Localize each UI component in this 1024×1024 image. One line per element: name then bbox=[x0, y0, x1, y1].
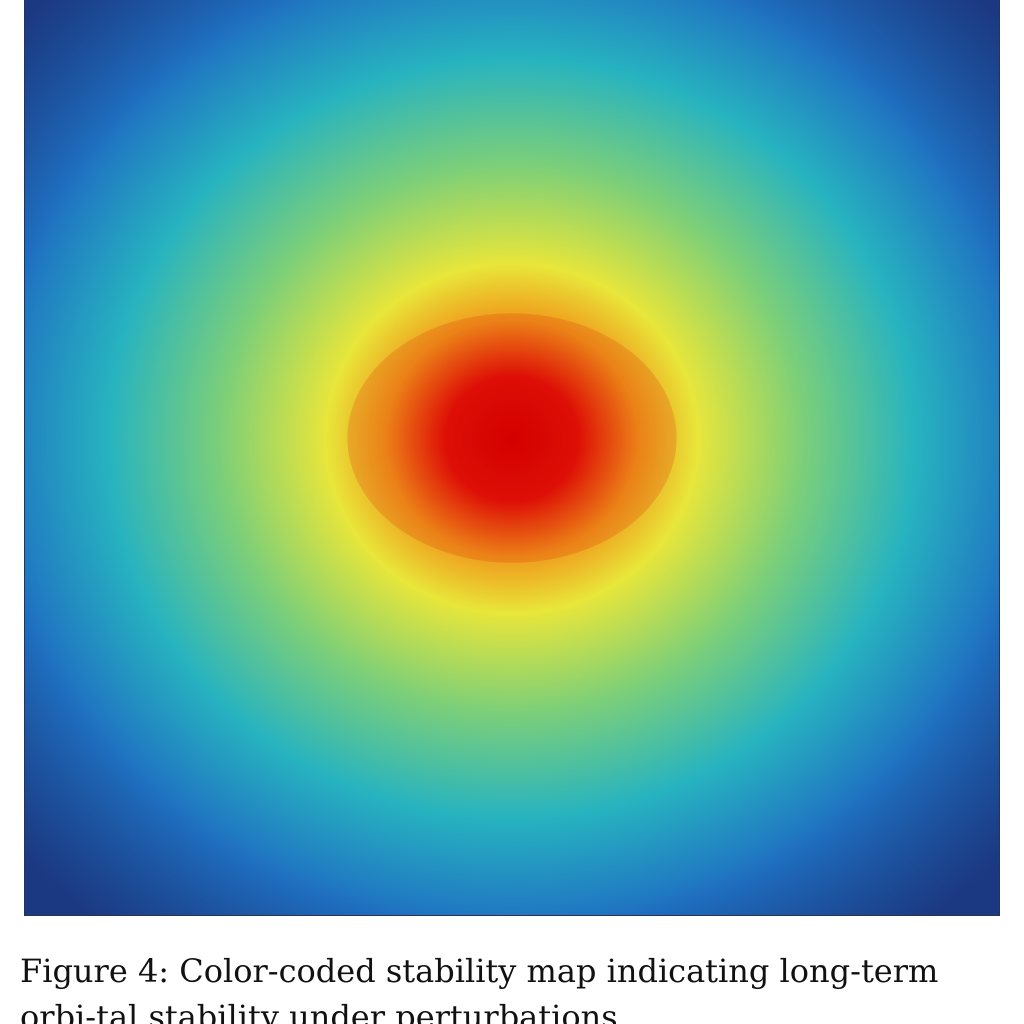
stability-heatmap bbox=[24, 0, 1000, 916]
heatmap-svg bbox=[25, 0, 999, 915]
figure-caption: Figure 4: Color-coded stability map indi… bbox=[20, 948, 1004, 1024]
stability-peak-region bbox=[347, 313, 677, 563]
figure-caption-text: Color-coded stability map indicating lon… bbox=[20, 952, 939, 1024]
figure-label: Figure 4: bbox=[20, 952, 170, 990]
heatmap-edge-shade bbox=[25, 0, 999, 915]
